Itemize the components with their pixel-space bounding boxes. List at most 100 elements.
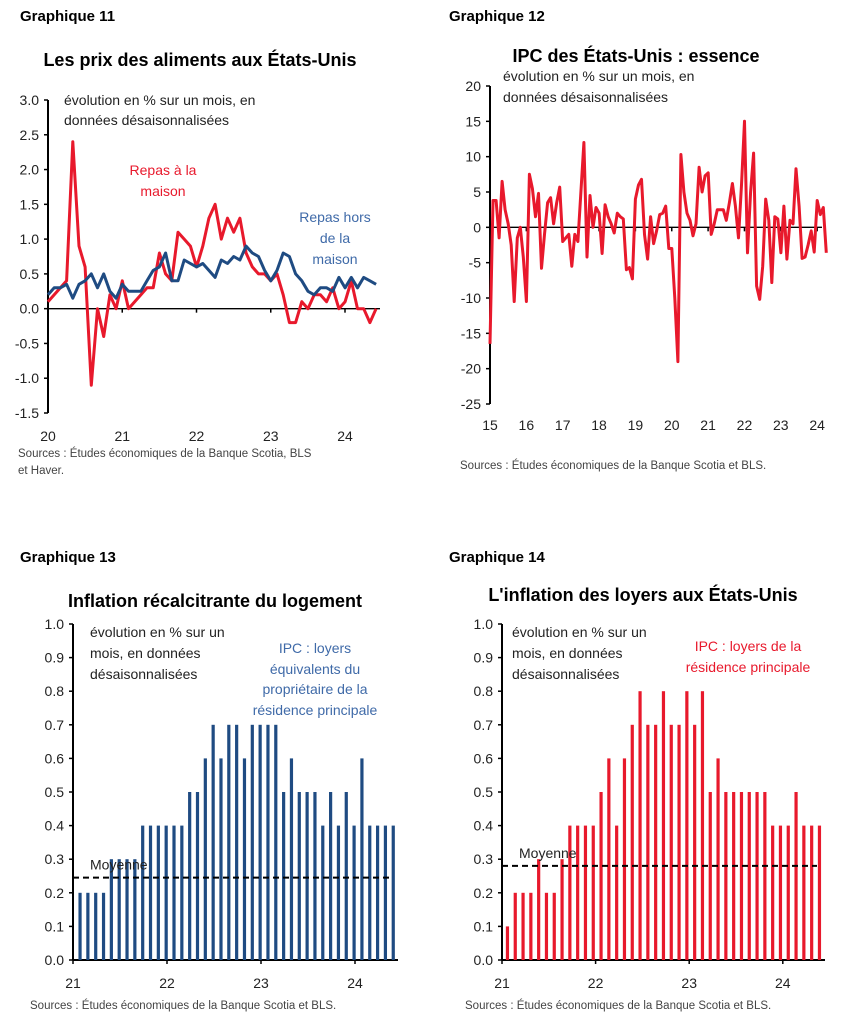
y-tick-label: -1.5 [15,405,39,421]
bar [375,825,380,960]
chart-11-sources-line2: et Haver. [18,465,64,477]
bar [109,859,113,960]
bar [172,825,176,960]
chart-12-sources: Sources : Études économiques de la Banqu… [460,459,766,472]
x-tick-label: 23 [681,975,697,991]
bar [739,792,744,960]
bar [219,758,223,960]
x-tick-label: 19 [628,417,644,433]
bar [282,792,286,960]
bar [817,825,822,960]
x-tick-label: 18 [591,417,607,433]
x-tick-label: 23 [253,975,269,991]
chart-13-note-line3: désaisonnalisées [90,666,197,682]
series-line-1 [46,244,377,300]
y-tick-label: 2.5 [20,127,40,143]
y-tick-label: 5 [473,184,481,200]
y-tick-label: -1.0 [15,370,39,386]
bar [78,892,82,960]
bar [685,691,689,960]
y-tick-label: 0.1 [474,918,494,934]
bar [141,825,145,960]
y-tick-label: 15 [465,113,481,129]
x-tick-label: 22 [737,417,753,433]
bar [242,758,247,960]
chart-14-note-line2: mois, en données [512,645,623,661]
bar [544,892,549,960]
y-tick-label: -10 [461,290,481,306]
chart-14: Graphique 14 L'inflation des loyers aux … [449,549,810,1012]
bar [235,724,239,960]
x-tick-label: 17 [555,417,571,433]
x-tick-label: 22 [588,975,604,991]
x-tick-label: 24 [347,975,363,991]
x-tick-label: 21 [494,975,510,991]
chart-11-sources-line1: Sources : Études économiques de la Banqu… [18,447,312,460]
bar [86,892,90,960]
chart-14-heading: Graphique 14 [449,549,546,566]
y-tick-label: 0.1 [45,918,65,934]
x-tick-label: 22 [159,975,175,991]
bar [724,792,728,960]
bar [101,892,106,960]
series-line-0 [488,119,828,364]
y-tick-label: 1.5 [20,196,40,212]
x-tick-label: 23 [773,417,789,433]
bar [802,825,806,960]
bar [368,825,372,960]
x-tick-label: 24 [337,428,353,444]
bar [537,859,541,960]
bar [180,825,184,960]
bar [529,892,533,960]
bar [352,825,356,960]
y-tick-label: 1.0 [474,616,494,632]
bar [677,724,681,960]
chart-13-series-label-line3: propriétaire de la [262,681,367,697]
bar [188,792,192,960]
chart-14-series-label-line1: IPC : loyers de la [695,638,802,654]
chart-12-note-line1: évolution en % sur un mois, en [503,68,694,84]
bar [117,859,121,960]
y-tick-label: 0.6 [474,750,494,766]
series-label-home-line2: maison [140,183,185,199]
chart-12-note-line2: données désaisonnalisées [503,89,668,105]
bar [505,926,510,960]
bar [661,691,666,960]
bar [591,825,595,960]
x-tick-label: 24 [775,975,791,991]
bar [755,792,759,960]
chart-13-title: Inflation récalcitrante du logement [68,591,362,611]
series-label-away-line3: maison [312,251,357,267]
y-tick-label: 0.2 [474,885,494,901]
average-label: Moyenne [90,857,148,873]
bar [630,724,634,960]
y-tick-label: -5 [469,255,482,271]
bar [344,792,348,960]
y-tick-label: 1.0 [45,616,65,632]
bar [786,825,790,960]
x-tick-label: 20 [40,428,56,444]
y-tick-label: 3.0 [20,92,40,108]
bar [250,724,254,960]
bar [747,792,751,960]
bar [203,758,207,960]
x-tick-label: 24 [809,417,825,433]
y-tick-label: 0.7 [45,717,65,733]
bar [810,825,814,960]
y-tick-label: 0.5 [474,784,494,800]
chart-14-plot: 1.0 0.9 0.8 0.7 0.6 0.5 0.4 0.3 0.2 0.1 0.021 22 23 2… [474,616,825,991]
chart-13-series-label-line1: IPC : loyers [279,640,351,656]
y-tick-label: 0.0 [20,301,40,317]
bar [94,892,98,960]
bar [700,691,705,960]
bar [708,792,712,960]
x-tick-label: 22 [189,428,205,444]
y-tick-label: 20 [465,78,481,94]
y-tick-label: 0.6 [45,750,65,766]
series-label-away-line1: Repas hors [299,209,371,225]
bar [646,724,650,960]
y-tick-label: 0.0 [45,952,65,968]
y-tick-label: 0.7 [474,717,494,733]
chart-13-note-line1: évolution en % sur un [90,624,225,640]
